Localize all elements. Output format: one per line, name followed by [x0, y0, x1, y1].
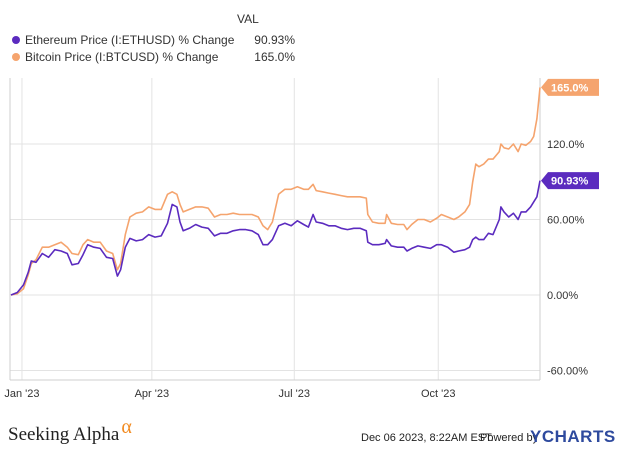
legend-item-bitcoin[interactable]: Bitcoin Price (I:BTCUSD) % Change 165.0%: [12, 50, 295, 66]
grid: [9, 78, 541, 381]
plot-area: [10, 87, 541, 296]
legend-label: Bitcoin Price (I:BTCUSD) % Change: [25, 50, 219, 64]
x-tick-label: Jul '23: [279, 388, 310, 400]
legend-value-header: VAL: [237, 12, 259, 26]
y-axis: 120.0% 60.00% 0.00% -60.00%: [547, 139, 588, 378]
x-tick-label: Jan '23: [4, 388, 39, 400]
y-tick-label: 120.0%: [547, 139, 585, 151]
legend-dot-icon: [12, 36, 20, 44]
x-tick-label: Oct '23: [421, 388, 456, 400]
legend-value: 165.0%: [254, 50, 295, 64]
ethereum-end-label: 90.93%: [541, 172, 599, 190]
chart-footer: Seeking Alpha α Dec 06 2023, 8:22AM EST. …: [0, 412, 635, 450]
end-label-value: 165.0%: [551, 82, 589, 94]
legend-item-ethereum[interactable]: Ethereum Price (I:ETHUSD) % Change 90.93…: [12, 33, 295, 49]
ycharts-logo[interactable]: YCHARTS: [530, 427, 616, 446]
line-chart: Jan '23 Apr '23 Jul '23 Oct '23 120.0% 60.00…: [4, 78, 599, 400]
end-labels: 165.0% 90.93%: [541, 78, 599, 190]
bitcoin-end-label: 165.0%: [541, 78, 599, 96]
seeking-alpha-logo[interactable]: Seeking Alpha α: [8, 416, 132, 446]
end-label-value: 90.93%: [551, 176, 589, 188]
ethereum-series-line[interactable]: [10, 180, 541, 296]
brand-name: Seeking Alpha: [8, 424, 120, 445]
timestamp: Dec 06 2023, 8:22AM EST.: [361, 432, 494, 444]
chart-legend: VAL Ethereum Price (I:ETHUSD) % Change 9…: [0, 0, 300, 70]
legend-value: 90.93%: [254, 33, 295, 47]
y-tick-label: -60.00%: [547, 366, 588, 378]
y-tick-label: 60.00%: [547, 215, 585, 227]
alpha-icon: α: [121, 416, 132, 438]
legend-dot-icon: [12, 53, 20, 61]
x-axis: Jan '23 Apr '23 Jul '23 Oct '23: [4, 388, 455, 400]
bitcoin-series-line[interactable]: [10, 87, 541, 296]
legend-label: Ethereum Price (I:ETHUSD) % Change: [25, 33, 235, 47]
end-label-tag: [541, 78, 599, 96]
powered-by-label: Powered by: [480, 432, 539, 444]
x-tick-label: Apr '23: [135, 388, 170, 400]
end-label-tag: [541, 172, 599, 190]
y-tick-label: 0.00%: [547, 290, 578, 302]
